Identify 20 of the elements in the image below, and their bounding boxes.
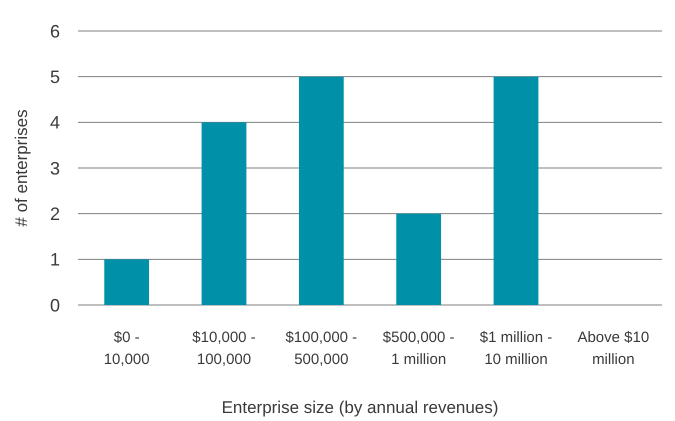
x-tick-label: $500,000 - 1 million <box>382 329 455 368</box>
bar <box>494 76 538 305</box>
x-tick-label: $1 million - 10 million <box>480 329 552 368</box>
y-tick-label: 4 <box>50 112 60 133</box>
y-axis-title: # of enterprises <box>12 109 31 227</box>
bar <box>396 214 442 305</box>
y-tick-label: 0 <box>50 295 60 316</box>
y-tick-label: 3 <box>50 158 60 178</box>
x-tick-label: Above $10 million <box>577 329 650 368</box>
x-tick-label: $100,000 - 500,000 <box>285 329 358 368</box>
y-tick-label: 5 <box>50 66 60 87</box>
x-tick-label: $0 - 10,000 <box>104 329 150 368</box>
x-tick-label: $10,000 - 100,000 <box>192 329 256 368</box>
bar <box>202 122 246 305</box>
y-tick-label: 2 <box>50 204 60 224</box>
bar <box>104 259 150 305</box>
y-tick-label: 6 <box>50 21 60 42</box>
x-axis-title: Enterprise size (by annual revenues) <box>222 398 498 417</box>
bar <box>298 76 344 305</box>
y-tick-label: 1 <box>50 250 60 270</box>
